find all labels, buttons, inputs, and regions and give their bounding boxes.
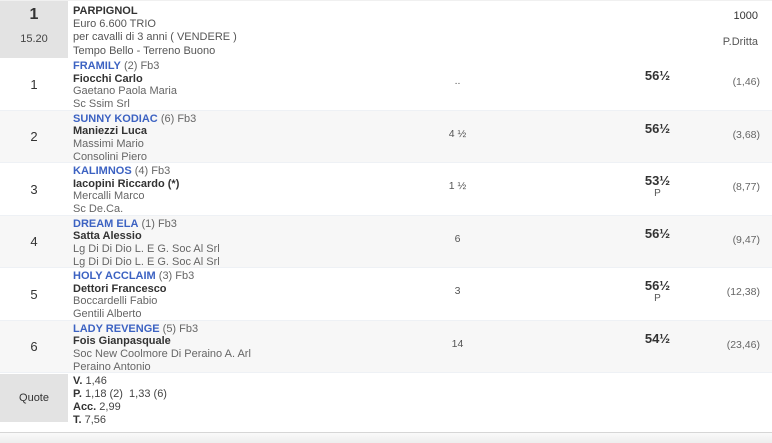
weight: 56½ bbox=[644, 225, 671, 241]
jockey-name: Iacopini Riccardo (*) bbox=[73, 177, 180, 190]
quote-section: Quote V. 1,46 P. 1,18 (2) 1,33 (6) Acc. … bbox=[0, 373, 772, 429]
quote-line-place: P. 1,18 (2) 1,33 (6) bbox=[73, 388, 167, 400]
odds: (12,38) bbox=[726, 286, 760, 298]
owner-name: Lg Di Di Dio L. E G. Soc Al Srl bbox=[73, 255, 220, 268]
odds: (23,46) bbox=[726, 338, 760, 351]
trainer-name: Boccardelli Fabio bbox=[73, 295, 158, 308]
finish-gap: 4 ½ bbox=[448, 127, 467, 140]
runner-row: 5 HOLY ACCLAIM (3) Fb3 Dettori Francesco… bbox=[0, 268, 772, 321]
weight-note: P bbox=[654, 293, 661, 304]
runner-number: 5 bbox=[30, 286, 38, 302]
horse-info: (1) Fb3 bbox=[141, 217, 177, 230]
race-title: PARPIGNOL bbox=[73, 5, 138, 17]
owner-name: Consolini Piero bbox=[73, 150, 147, 163]
jockey-name: Satta Alessio bbox=[73, 230, 142, 243]
quote-lines: V. 1,46 P. 1,18 (2) 1,33 (6) Acc. 2,99 T… bbox=[68, 373, 772, 429]
weight-note bbox=[595, 136, 720, 148]
horse-info: (5) Fb3 bbox=[162, 322, 199, 335]
race-distance: 1000 bbox=[733, 10, 758, 22]
finish-gap: 3 bbox=[454, 285, 461, 297]
race-going: Tempo Bello - Terreno Buono bbox=[73, 44, 216, 57]
weight: 56½ bbox=[644, 68, 671, 83]
horse-name-link[interactable]: KALIMNOS bbox=[73, 165, 132, 177]
horse-name-link[interactable]: DREAM ELA bbox=[73, 217, 139, 230]
trainer-name: Lg Di Di Dio L. E G. Soc Al Srl bbox=[73, 242, 220, 255]
finish-gap: .. bbox=[454, 75, 461, 87]
quote-line-acc: Acc. 2,99 bbox=[73, 401, 121, 413]
runner-row: 6 LADY REVENGE (5) Fb3 Fois Gianpasquale… bbox=[0, 320, 772, 373]
weight-note bbox=[595, 241, 720, 253]
trainer-name: Mercalli Marco bbox=[73, 190, 145, 203]
trainer-name: Soc New Coolmore Di Peraino A. Arl bbox=[73, 347, 251, 360]
owner-name: Peraino Antonio bbox=[73, 360, 151, 373]
owner-name: Sc Ssim Srl bbox=[73, 98, 130, 111]
runner-number: 4 bbox=[30, 234, 38, 250]
weight: 53½ bbox=[644, 173, 671, 188]
weight: 54½ bbox=[644, 330, 671, 346]
odds: (1,46) bbox=[732, 76, 760, 88]
trainer-name: Gaetano Paola Maria bbox=[73, 85, 177, 98]
race-number: 1 bbox=[29, 6, 39, 23]
finish-gap: 14 bbox=[451, 337, 464, 350]
runner-number: 3 bbox=[30, 181, 38, 197]
runner-row: 2 SUNNY KODIAC (6) Fb3 Maniezzi Luca Mas… bbox=[0, 110, 772, 163]
jockey-name: Dettori Francesco bbox=[73, 282, 167, 295]
race-conditions: per cavalli di 3 anni ( VENDERE ) bbox=[73, 31, 237, 44]
footer-band bbox=[0, 432, 772, 443]
weight-note bbox=[595, 83, 720, 95]
owner-name: Sc De.Ca. bbox=[73, 203, 124, 216]
race-prize: Euro 6.600 TRIO bbox=[73, 18, 156, 31]
horse-name-link[interactable]: SUNNY KODIAC bbox=[73, 112, 158, 125]
runner-number: 6 bbox=[30, 339, 38, 355]
race-details: PARPIGNOL Euro 6.600 TRIO per cavalli di… bbox=[68, 1, 723, 58]
odds: (3,68) bbox=[732, 128, 760, 141]
trainer-name: Massimi Mario bbox=[73, 137, 144, 150]
runner-number: 2 bbox=[30, 129, 38, 145]
race-header: 1 15.20 PARPIGNOL Euro 6.600 TRIO per ca… bbox=[0, 1, 772, 58]
race-time: 15.20 bbox=[20, 33, 48, 45]
horse-name-link[interactable]: HOLY ACCLAIM bbox=[73, 270, 156, 282]
quote-label-cell: Quote bbox=[0, 374, 68, 422]
quote-line-trio: T. 7,56 bbox=[73, 414, 107, 426]
odds: (9,47) bbox=[732, 233, 760, 246]
weight-note bbox=[595, 346, 720, 358]
race-meta: 1000 P.Dritta bbox=[723, 1, 772, 58]
race-track-type: P.Dritta bbox=[722, 36, 758, 48]
jockey-name: Fois Gianpasquale bbox=[73, 335, 171, 348]
runner-row: 4 DREAM ELA (1) Fb3 Satta Alessio Lg Di … bbox=[0, 215, 772, 268]
finish-gap: 1 ½ bbox=[448, 180, 467, 192]
horse-name-link[interactable]: FRAMILY bbox=[73, 60, 121, 72]
jockey-name: Maniezzi Luca bbox=[73, 125, 147, 138]
weight: 56½ bbox=[644, 120, 671, 136]
race-number-cell: 1 15.20 bbox=[0, 1, 68, 58]
weight-note: P bbox=[654, 188, 661, 199]
runner-row: 1 FRAMILY (2) Fb3 Fiocchi Carlo Gaetano … bbox=[0, 58, 772, 111]
runner-number: 1 bbox=[30, 76, 38, 92]
runner-row: 3 KALIMNOS (4) Fb3 Iacopini Riccardo (*)… bbox=[0, 163, 772, 216]
horse-info: (6) Fb3 bbox=[160, 112, 197, 125]
jockey-name: Fiocchi Carlo bbox=[73, 72, 143, 85]
horse-info: (2) Fb3 bbox=[123, 60, 160, 72]
odds: (8,77) bbox=[732, 181, 760, 193]
weight: 56½ bbox=[644, 278, 671, 293]
finish-gap: 6 bbox=[454, 232, 461, 245]
quote-line-win: V. 1,46 bbox=[73, 375, 107, 387]
horse-info: (3) Fb3 bbox=[158, 270, 195, 282]
owner-name: Gentili Alberto bbox=[73, 308, 142, 321]
horse-info: (4) Fb3 bbox=[134, 165, 171, 177]
horse-name-link[interactable]: LADY REVENGE bbox=[73, 322, 160, 335]
